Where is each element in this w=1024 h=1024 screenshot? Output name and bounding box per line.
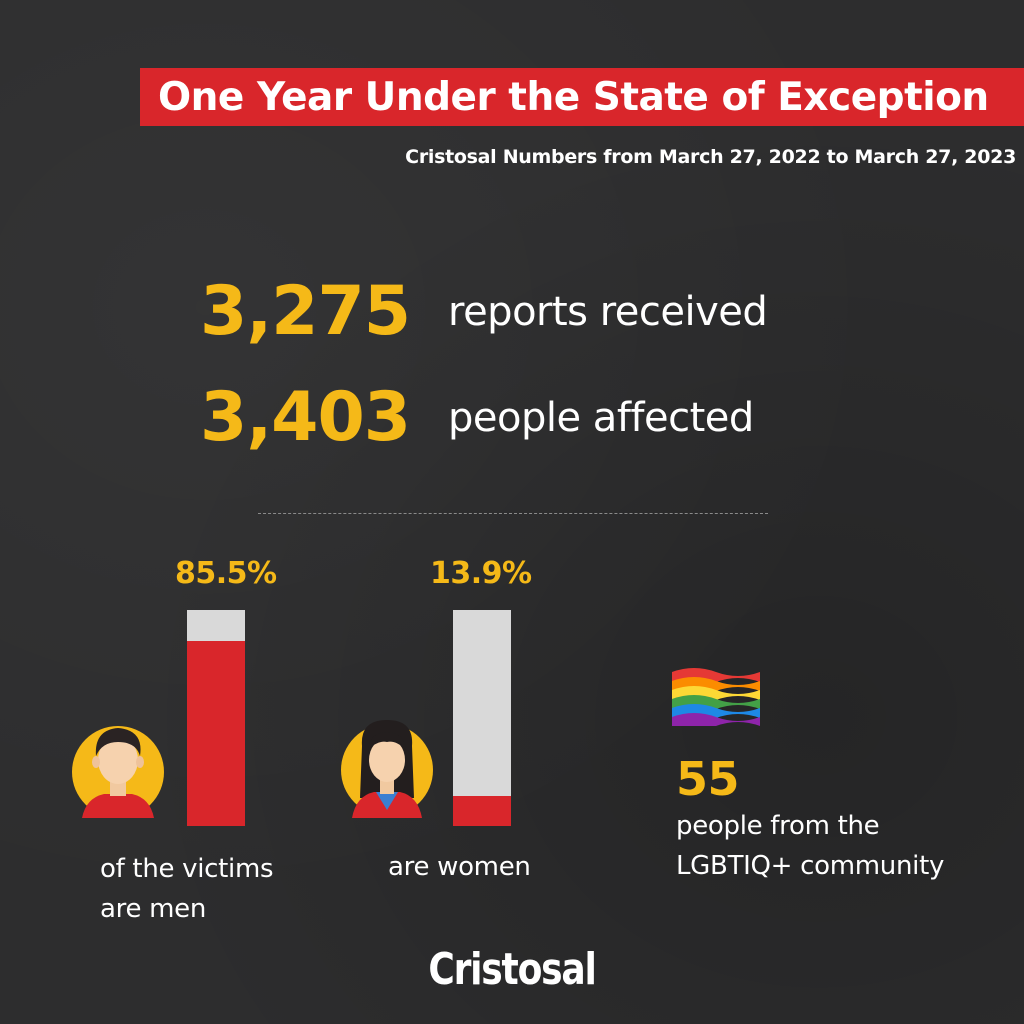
bar-women-track bbox=[453, 610, 511, 826]
bar-men-value-label: 85.5% bbox=[175, 556, 277, 591]
section-divider bbox=[258, 513, 768, 514]
caption-men-line-1: of the victims bbox=[100, 854, 274, 884]
caption-lgbtiq: people from the LGBTIQ+ community bbox=[676, 806, 944, 886]
page-title: One Year Under the State of Exception bbox=[158, 74, 989, 120]
bar-men bbox=[187, 641, 245, 826]
caption-men: of the victims are men bbox=[100, 849, 274, 929]
bar-women-value-label: 13.9% bbox=[430, 556, 532, 591]
lgbtiq-count: 55 bbox=[676, 752, 740, 806]
bar-men-track bbox=[187, 610, 245, 826]
man-avatar-icon bbox=[72, 726, 164, 818]
rainbow-flag-icon bbox=[672, 668, 760, 726]
stat-people-label: people affected bbox=[448, 394, 754, 441]
woman-avatar-icon bbox=[341, 720, 433, 818]
stat-reports: 3,275 reports received bbox=[200, 272, 768, 351]
brand-logo: Cristosal bbox=[428, 944, 597, 995]
stat-people-value: 3,403 bbox=[200, 378, 411, 457]
caption-men-line-2: are men bbox=[100, 894, 207, 924]
stat-reports-label: reports received bbox=[448, 288, 768, 335]
caption-women: are women bbox=[388, 852, 531, 882]
page-subtitle: Cristosal Numbers from March 27, 2022 to… bbox=[405, 146, 1016, 168]
caption-lgbtiq-line-1: people from the bbox=[676, 811, 880, 841]
title-banner: One Year Under the State of Exception bbox=[140, 68, 1024, 126]
bar-women bbox=[453, 795, 511, 826]
stat-people: 3,403 people affected bbox=[200, 378, 754, 457]
caption-lgbtiq-line-2: LGBTIQ+ community bbox=[676, 851, 945, 881]
stat-reports-value: 3,275 bbox=[200, 272, 411, 351]
